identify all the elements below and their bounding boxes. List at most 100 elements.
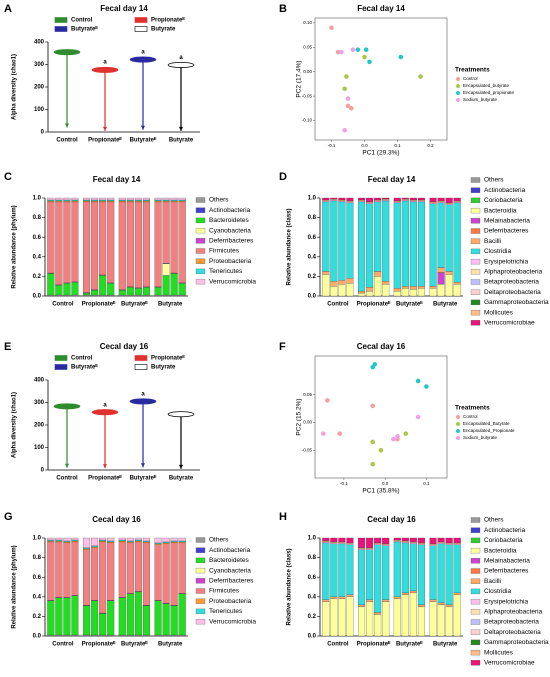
bar-segment xyxy=(437,284,445,297)
x-tick-label: Propionateᴱ xyxy=(357,301,391,308)
legend-label: Cyanobacteria xyxy=(209,567,251,574)
legend-swatch xyxy=(456,91,460,95)
annotation: a xyxy=(103,403,107,409)
bar-segment xyxy=(107,540,115,543)
bar-segment xyxy=(162,263,170,276)
bar-segment xyxy=(322,199,330,202)
chart-title: Fecal day 14 xyxy=(357,4,405,13)
bar-segment xyxy=(429,201,437,204)
y-tick-label: 0.0 xyxy=(33,294,42,300)
legend-label: Erysipelotrichia xyxy=(484,258,528,265)
x-tick-label: Butyrate xyxy=(169,476,194,482)
bar-segment xyxy=(107,199,115,202)
plot-frame xyxy=(314,355,448,479)
bar-segment xyxy=(63,597,71,636)
bar-segment xyxy=(346,596,354,637)
annotation: a xyxy=(141,49,145,55)
bar-segment xyxy=(83,549,91,606)
bar-segment xyxy=(382,198,390,201)
bar-segment xyxy=(63,634,71,637)
x-tick-label: Butyrateᴱ xyxy=(121,301,148,308)
bar-segment xyxy=(445,202,453,205)
legend-label: Firmicutes xyxy=(209,588,240,595)
y-tick-label: 0.2 xyxy=(308,274,317,280)
bar-segment xyxy=(374,612,382,615)
bar-segment xyxy=(162,634,170,637)
legend-label: Actinobacteria xyxy=(209,207,251,214)
bar-segment xyxy=(382,543,390,545)
violin xyxy=(91,409,119,416)
bar-segment xyxy=(322,542,330,600)
bar-segment xyxy=(55,634,63,637)
x-tick-label: Control xyxy=(56,476,78,482)
bar-segment xyxy=(83,547,91,549)
panel-label: B xyxy=(279,3,287,15)
legend-swatch xyxy=(195,258,206,264)
bar-segment xyxy=(91,294,99,297)
bar-segment xyxy=(330,541,338,544)
y-tick-label: 0.0 xyxy=(308,294,317,300)
bar-segment xyxy=(99,613,107,636)
y-axis-label: Relative abundance (class) xyxy=(287,548,293,625)
legend-swatch xyxy=(54,355,68,361)
chart-title: Cecal day 16 xyxy=(100,342,149,351)
bar-segment xyxy=(453,201,461,204)
bar-segment xyxy=(409,543,417,592)
whisker-tip xyxy=(179,464,183,469)
bar-segment xyxy=(417,537,425,544)
y-tick-label: 300 xyxy=(34,62,45,68)
legend-swatch xyxy=(470,269,481,275)
point xyxy=(415,378,421,384)
legend-label: Encapsulated_Propionate xyxy=(463,428,515,433)
bar-segment xyxy=(162,200,170,203)
y-axis-label: Relative abundance (phylum) xyxy=(12,205,18,288)
y-tick-label: 1.0 xyxy=(33,196,42,202)
bar-segment xyxy=(401,286,409,289)
bar-segment xyxy=(382,199,390,202)
bar-segment xyxy=(107,600,115,636)
x-tick-label: Control xyxy=(52,642,74,648)
bar-segment xyxy=(55,199,63,202)
bar-segment xyxy=(374,537,382,544)
bar-segment xyxy=(374,276,382,297)
point xyxy=(370,439,376,445)
bar-segment xyxy=(382,197,390,200)
bar-segment xyxy=(126,201,134,287)
legend-label: Deferribacteres xyxy=(209,578,254,585)
legend-swatch xyxy=(470,660,481,666)
panel-label: C xyxy=(4,171,12,183)
bar-segment xyxy=(162,543,170,604)
point xyxy=(370,461,376,467)
bar-segment xyxy=(366,547,374,549)
bar-segment xyxy=(322,599,330,602)
legend-swatch xyxy=(470,309,481,316)
legend-swatch xyxy=(470,547,481,554)
legend-label: Verrucomicrobia xyxy=(209,618,256,625)
legend-label: Coriobacteria xyxy=(484,197,523,204)
panel-label: F xyxy=(279,341,286,353)
x-tick-label: 0.0 xyxy=(361,143,368,148)
bar-segment xyxy=(417,542,425,545)
y-tick-label: 0.8 xyxy=(33,215,42,221)
bar-segment xyxy=(322,274,330,297)
bar-segment xyxy=(393,540,401,543)
legend-swatch xyxy=(470,558,481,564)
bar-segment xyxy=(366,203,374,288)
bar-segment xyxy=(63,201,71,283)
bar-segment xyxy=(437,202,445,268)
chart-title: Cecal day 16 xyxy=(367,515,416,524)
bar-segment xyxy=(453,544,461,594)
legend-label: Verrucomicrobiae xyxy=(484,320,535,327)
bar-segment xyxy=(358,604,366,607)
bar-segment xyxy=(55,201,63,285)
legend-swatch xyxy=(195,217,206,224)
legend-label: Betaproteobacteria xyxy=(484,279,539,286)
bar-segment xyxy=(154,199,162,202)
bar-segment xyxy=(338,197,346,201)
legend-label: Deferribacteres xyxy=(484,228,529,235)
bar-segment xyxy=(107,542,115,601)
bar-segment xyxy=(382,200,390,282)
point xyxy=(398,54,404,60)
y-tick-label: 0.10 xyxy=(303,20,312,25)
panel-label: G xyxy=(4,511,13,523)
